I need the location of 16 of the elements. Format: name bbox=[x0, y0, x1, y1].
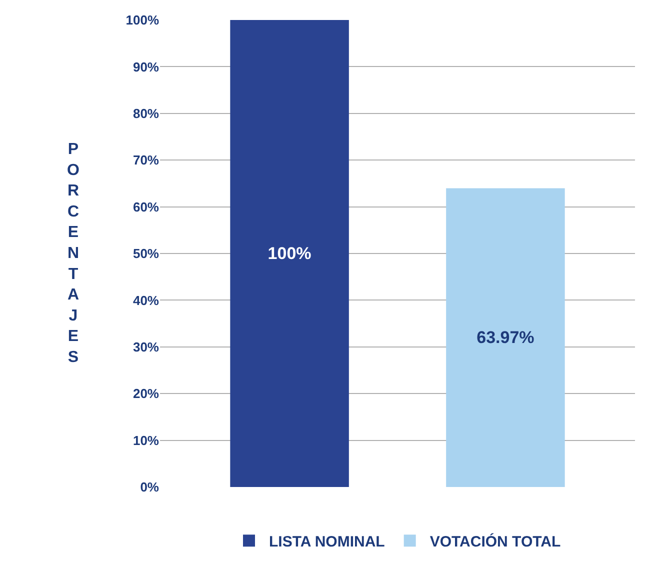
y-tick-label: 50% bbox=[132, 246, 160, 262]
y-tick-label: 70% bbox=[132, 152, 160, 168]
text: PORCENTAJES bbox=[67, 141, 80, 366]
legend-label: VOTACIÓN TOTAL bbox=[430, 532, 561, 550]
y-tick-label: 30% bbox=[132, 339, 160, 354]
y-tick-label: 0% bbox=[140, 480, 160, 495]
y-tick-label: 40% bbox=[132, 292, 160, 308]
text: 63.97% bbox=[476, 328, 534, 348]
y-tick-label: 20% bbox=[132, 386, 160, 402]
y-tick-label: 100% bbox=[126, 12, 160, 28]
y-tick-label: 60% bbox=[132, 199, 160, 214]
legend-label: LISTA NOMINAL bbox=[269, 533, 385, 550]
y-tick-label: 80% bbox=[132, 106, 160, 121]
y-tick-label: 90% bbox=[132, 59, 160, 74]
y-tick-label: 10% bbox=[132, 432, 160, 448]
text: 100% bbox=[268, 244, 312, 263]
